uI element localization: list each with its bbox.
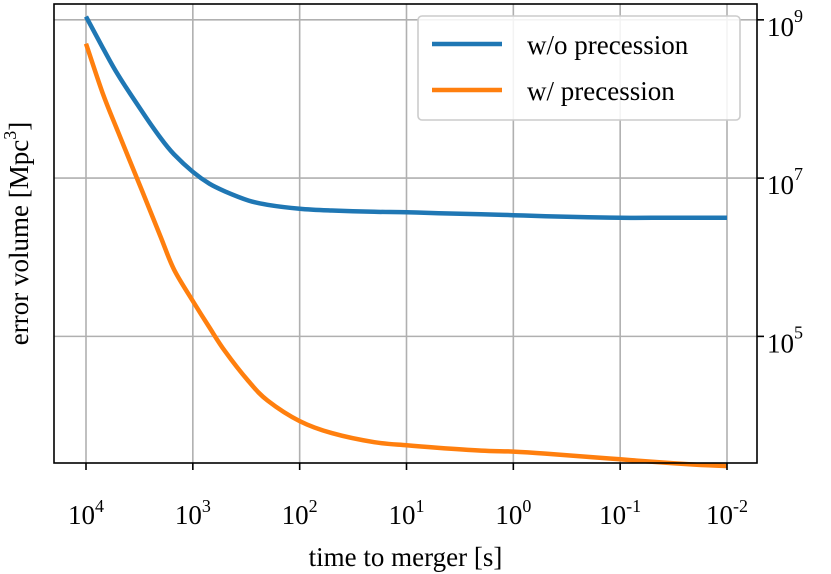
series-group <box>83 15 728 469</box>
x-tick-base: 10 <box>495 500 522 530</box>
x-tick-exponent: 1 <box>416 496 425 516</box>
y-tick-base: 10 <box>767 12 794 42</box>
x-tick-exponent: 0 <box>522 496 531 516</box>
y-tick-exponent: 9 <box>794 6 803 26</box>
y-axis-label-suffix: ] <box>4 122 34 131</box>
axes-frame <box>53 3 758 464</box>
x-tick-label: 10-1 <box>599 496 641 530</box>
series-line-without-precession <box>84 15 727 221</box>
y-tick-label: 109 <box>767 6 803 42</box>
y-tick-exponent: 5 <box>794 322 803 342</box>
x-tick-label: 10-2 <box>706 496 748 530</box>
x-tick-label: 101 <box>389 496 425 530</box>
x-axis-label: time to merger [s] <box>309 542 503 572</box>
x-tick-exponent: -2 <box>733 496 748 516</box>
x-tick-base: 10 <box>706 500 733 530</box>
x-tick-label: 100 <box>495 496 531 530</box>
x-tick-exponent: -1 <box>626 496 641 516</box>
y-tick-base: 10 <box>767 170 794 200</box>
y-axis-label-text: error volume [Mpc <box>4 140 34 345</box>
y-tick-label: 105 <box>767 322 803 358</box>
x-tick-label: 104 <box>68 496 104 530</box>
x-tick-exponent: 3 <box>202 496 211 516</box>
x-tick-base: 10 <box>68 500 95 530</box>
x-tick-base: 10 <box>175 500 202 530</box>
x-tick-label: 103 <box>175 496 211 530</box>
y-axis-label-exponent: 3 <box>0 131 20 140</box>
x-tick-exponent: 4 <box>95 496 104 516</box>
x-tick-label: 102 <box>282 496 318 530</box>
legend-label: w/ precession <box>527 76 675 106</box>
legend: w/o precession w/ precession <box>417 15 741 121</box>
x-tick-base: 10 <box>599 500 626 530</box>
x-tick-base: 10 <box>282 500 309 530</box>
x-tick-exponent: 2 <box>309 496 318 516</box>
y-tick-exponent: 7 <box>794 164 803 184</box>
series-line-with-precession <box>83 42 728 469</box>
y-axis-label: error volume [Mpc3] <box>0 122 34 345</box>
y-tick-base: 10 <box>767 328 794 358</box>
x-tick-base: 10 <box>389 500 416 530</box>
y-tick-label: 107 <box>767 164 803 200</box>
legend-label: w/o precession <box>527 30 689 60</box>
